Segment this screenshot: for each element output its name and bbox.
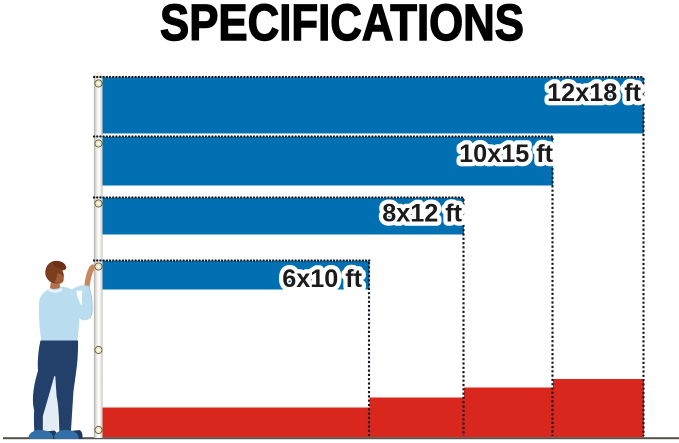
svg-text:12x18 ft: 12x18 ft xyxy=(547,79,641,107)
svg-text:8x12 ft: 8x12 ft xyxy=(382,199,462,227)
svg-text:6x10 ft: 6x10 ft xyxy=(282,265,362,293)
svg-text:10x15 ft: 10x15 ft xyxy=(459,140,553,168)
svg-text:SPECIFICATIONS: SPECIFICATIONS xyxy=(160,0,524,51)
